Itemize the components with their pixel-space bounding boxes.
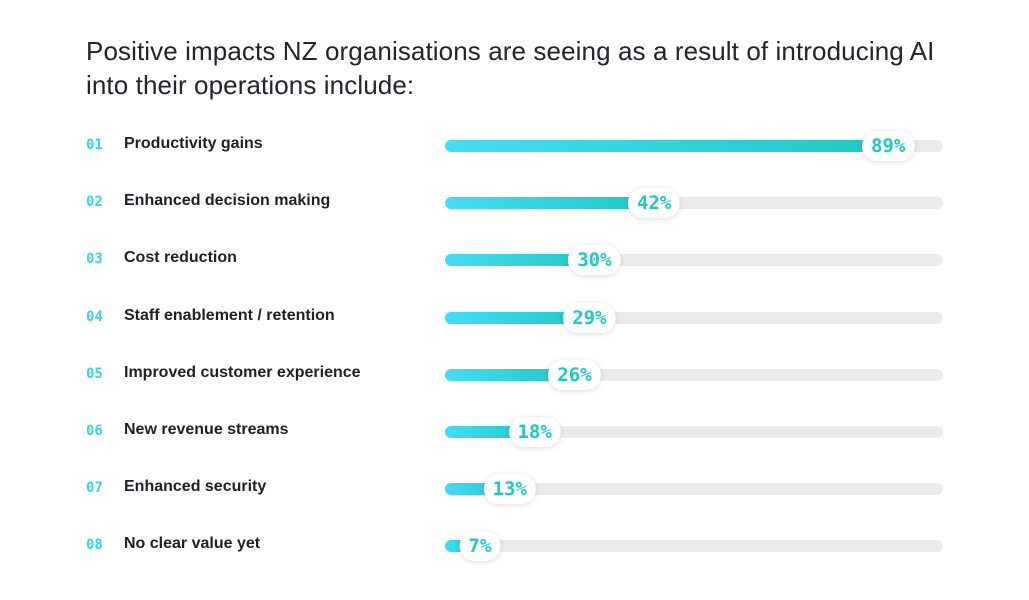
row-number: 01	[86, 137, 103, 153]
category-label: Staff enablement / retention	[124, 306, 335, 324]
bar-row: 05 Improved customer experience 26%	[0, 359, 1029, 395]
data-label: 7%	[459, 531, 501, 562]
bar-fill	[445, 311, 590, 324]
row-number: 04	[86, 308, 103, 325]
data-label: 18%	[508, 417, 561, 447]
row-number: 05	[86, 365, 103, 382]
bar-fill	[445, 254, 595, 267]
chart-title: Positive impacts NZ organisations are se…	[86, 36, 935, 100]
row-number: 06	[86, 423, 103, 439]
bar-row: 07 Enhanced security 13%	[0, 474, 1029, 509]
bar-row: 02 Enhanced decision making 42%	[0, 188, 1029, 223]
category-label: Improved customer experience	[124, 363, 361, 381]
data-label: 42%	[627, 188, 681, 219]
data-label: 89%	[862, 131, 915, 161]
row-number: 03	[86, 251, 103, 268]
category-label: Productivity gains	[124, 135, 263, 152]
bar-row: 01 Productivity gains 89%	[0, 131, 1029, 166]
category-label: New revenue streams	[124, 421, 289, 438]
bar-track: 89%	[445, 131, 943, 161]
bar-row: 08 No clear value yet 7%	[0, 531, 1029, 566]
row-number: 08	[86, 537, 103, 554]
row-number: 02	[86, 194, 103, 211]
bar-row: 06 New revenue streams 18%	[0, 417, 1029, 452]
bar-track: 13%	[445, 474, 943, 505]
bar-track: 42%	[445, 188, 943, 219]
bar-track: 26%	[445, 359, 943, 390]
bar-track: 29%	[445, 302, 943, 333]
bar-fill	[445, 368, 575, 381]
bar-row: 04 Staff enablement / retention 29%	[0, 302, 1029, 338]
data-label: 29%	[563, 302, 616, 333]
category-label: Enhanced security	[124, 478, 267, 496]
row-number: 07	[86, 480, 103, 497]
bar-track: 30%	[445, 245, 943, 276]
bar-track: 7%	[445, 531, 943, 562]
bar-fill	[445, 197, 655, 210]
bar-fill	[445, 140, 889, 152]
category-label: No clear value yet	[124, 535, 261, 553]
data-label: 13%	[483, 474, 536, 505]
data-label: 30%	[568, 245, 621, 276]
bar-row: 03 Cost reduction 30%	[0, 245, 1029, 280]
category-label: Enhanced decision making	[124, 192, 331, 210]
data-label: 26%	[548, 359, 601, 390]
bar-track: 18%	[445, 417, 943, 447]
category-label: Cost reduction	[124, 249, 237, 267]
